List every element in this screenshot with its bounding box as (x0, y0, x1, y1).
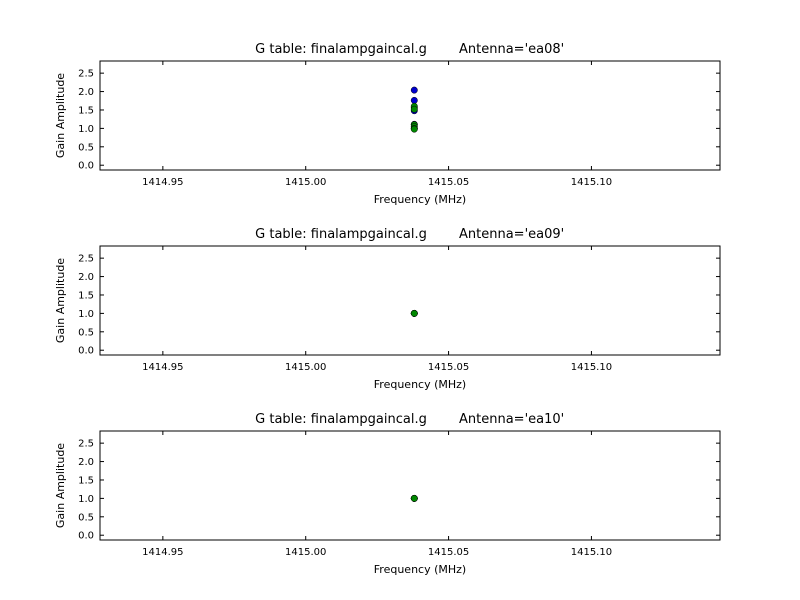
x-tick-label: 1414.95 (142, 547, 183, 558)
subplot-antenna-label: Antenna='ea10' (459, 412, 564, 427)
data-point (410, 96, 418, 104)
x-tick-label: 1415.10 (571, 177, 612, 188)
y-tick-label: 1.0 (78, 494, 94, 505)
x-tick-label: 1414.95 (142, 362, 183, 373)
y-tick-label: 2.5 (78, 69, 94, 80)
subplot-2: G table: finalampgaincal.g Antenna='ea09'… (54, 227, 721, 391)
data-point (410, 309, 418, 317)
y-tick-label: 1.0 (78, 124, 94, 135)
subplot-3: G table: finalampgaincal.g Antenna='ea10'… (54, 412, 721, 576)
x-tick-label: 1415.00 (285, 177, 326, 188)
data-point (410, 86, 418, 94)
y-tick-label: 1.5 (78, 105, 94, 116)
data-point (410, 125, 418, 133)
y-tick-label: 1.5 (78, 475, 94, 486)
y-tick-label: 1.0 (78, 309, 94, 320)
y-tick-label: 0.5 (78, 327, 94, 338)
subplot-antenna-label: Antenna='ea08' (459, 42, 564, 57)
subplot-title: G table: finalampgaincal.g (255, 42, 427, 57)
y-tick-label: 1.5 (78, 290, 94, 301)
y-axis-label: Gain Amplitude (54, 443, 67, 528)
x-axis-label: Frequency (MHz) (374, 193, 466, 206)
y-tick-label: 2.0 (78, 272, 94, 283)
x-tick-label: 1414.95 (142, 177, 183, 188)
data-point (410, 105, 418, 113)
y-tick-label: 0.5 (78, 512, 94, 523)
y-tick-label: 2.0 (78, 457, 94, 468)
x-tick-label: 1415.05 (428, 547, 469, 558)
data-point (410, 494, 418, 502)
y-axis-label: Gain Amplitude (54, 258, 67, 343)
x-tick-label: 1415.10 (571, 547, 612, 558)
y-tick-label: 2.5 (78, 254, 94, 265)
y-tick-label: 0.5 (78, 142, 94, 153)
y-tick-label: 0.0 (78, 531, 94, 542)
y-axis-label: Gain Amplitude (54, 73, 67, 158)
x-axis-label: Frequency (MHz) (374, 378, 466, 391)
subplot-antenna-label: Antenna='ea09' (459, 227, 564, 242)
x-tick-label: 1415.05 (428, 177, 469, 188)
plot-frame (99, 60, 721, 171)
x-axis-label: Frequency (MHz) (374, 563, 466, 576)
x-tick-label: 1415.00 (285, 362, 326, 373)
subplot-title: G table: finalampgaincal.g (255, 227, 427, 242)
y-tick-label: 2.5 (78, 439, 94, 450)
plot-frame (99, 245, 721, 356)
plot-frame (99, 430, 721, 541)
subplot-title: G table: finalampgaincal.g (255, 412, 427, 427)
y-tick-label: 0.0 (78, 161, 94, 172)
x-tick-label: 1415.05 (428, 362, 469, 373)
x-tick-label: 1415.10 (571, 362, 612, 373)
x-tick-label: 1415.00 (285, 547, 326, 558)
y-tick-label: 0.0 (78, 346, 94, 357)
subplot-1: G table: finalampgaincal.g Antenna='ea08'… (54, 42, 721, 206)
y-tick-label: 2.0 (78, 87, 94, 98)
